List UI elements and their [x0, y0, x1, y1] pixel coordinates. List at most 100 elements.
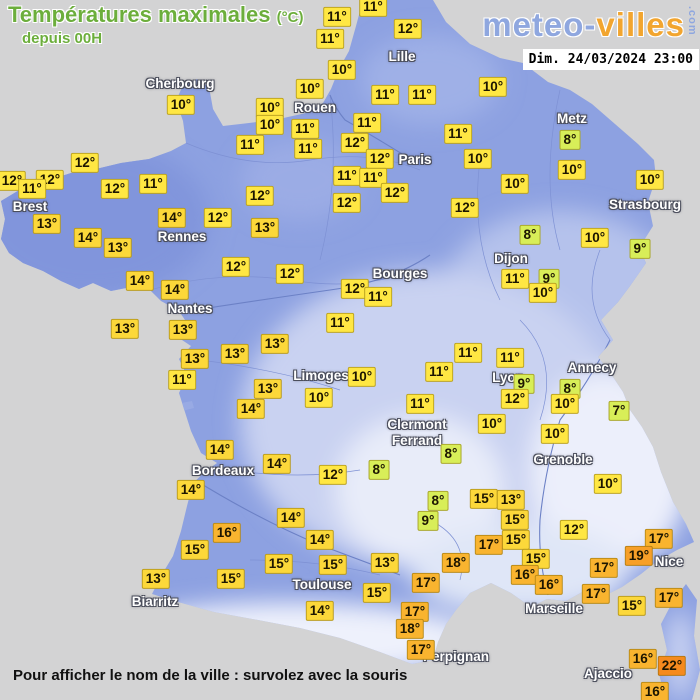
temp-badge[interactable]: 12° [393, 18, 423, 40]
temp-badge[interactable]: 13° [32, 213, 62, 235]
temp-badge[interactable]: 10° [540, 423, 570, 445]
temp-badge[interactable]: 15° [469, 488, 499, 510]
temp-badge[interactable]: 14° [236, 398, 266, 420]
temp-badge[interactable]: 11° [359, 167, 387, 189]
temp-badge[interactable]: 11° [501, 268, 529, 290]
temp-badge[interactable]: 11° [139, 173, 167, 195]
temp-badge[interactable]: 10° [478, 76, 508, 98]
temp-badge[interactable]: 12° [318, 464, 348, 486]
temp-badge[interactable]: 13° [260, 333, 290, 355]
temp-badge[interactable]: 11° [444, 123, 472, 145]
temp-badge[interactable]: 10° [593, 473, 623, 495]
temp-badge[interactable]: 11° [425, 361, 453, 383]
temp-badge[interactable]: 15° [617, 595, 647, 617]
temp-badge[interactable]: 16° [628, 648, 658, 670]
temp-badge[interactable]: 11° [371, 84, 399, 106]
temp-badge[interactable]: 8° [559, 129, 581, 151]
temp-badge[interactable]: 12° [559, 519, 589, 541]
temp-badge[interactable]: 11° [406, 393, 434, 415]
temp-badge[interactable]: 17° [411, 572, 441, 594]
temp-badge[interactable]: 10° [327, 59, 357, 81]
temp-badge[interactable]: 8° [368, 459, 390, 481]
temp-badge[interactable]: 19° [624, 545, 654, 567]
temp-badge[interactable]: 10° [500, 173, 530, 195]
temp-badge[interactable]: 13° [103, 237, 133, 259]
temp-badge[interactable]: 11° [316, 28, 344, 50]
temp-badge[interactable]: 12° [100, 178, 130, 200]
temp-badge[interactable]: 14° [73, 227, 103, 249]
temp-badge[interactable]: 15° [180, 539, 210, 561]
temp-badge[interactable]: 10° [550, 393, 580, 415]
temp-badge[interactable]: 22° [657, 655, 687, 677]
temp-badge[interactable]: 10° [347, 366, 377, 388]
temp-badge[interactable]: 15° [500, 509, 530, 531]
temp-badge[interactable]: 13° [110, 318, 140, 340]
temp-badge[interactable]: 9° [629, 238, 651, 260]
temp-badge[interactable]: 11° [333, 165, 361, 187]
temp-badge[interactable]: 14° [305, 600, 335, 622]
temp-badge[interactable]: 11° [323, 6, 351, 28]
temp-badge[interactable]: 12° [380, 182, 410, 204]
temp-badge[interactable]: 10° [477, 413, 507, 435]
temp-badge[interactable]: 10° [635, 169, 665, 191]
temp-badge[interactable]: 11° [408, 84, 436, 106]
temp-badge[interactable]: 13° [168, 319, 198, 341]
temp-badge[interactable]: 17° [589, 557, 619, 579]
temp-badge[interactable]: 14° [276, 507, 306, 529]
temp-badge[interactable]: 11° [326, 312, 354, 334]
temp-badge[interactable]: 17° [644, 528, 674, 550]
temp-badge[interactable]: 16° [534, 574, 564, 596]
temp-badge[interactable]: 14° [125, 270, 155, 292]
temp-badge[interactable]: 17° [406, 639, 436, 661]
temp-badge[interactable]: 11° [496, 347, 524, 369]
temp-badge[interactable]: 13° [180, 348, 210, 370]
temp-badge[interactable]: 12° [203, 207, 233, 229]
temp-badge[interactable]: 17° [654, 587, 684, 609]
temp-badge[interactable]: 14° [305, 529, 335, 551]
temp-badge[interactable]: 18° [441, 552, 471, 574]
temp-badge[interactable]: 16° [640, 681, 670, 700]
temp-badge[interactable]: 15° [216, 568, 246, 590]
temp-badge[interactable]: 12° [332, 192, 362, 214]
temp-badge[interactable]: 12° [450, 197, 480, 219]
temp-badge[interactable]: 15° [264, 553, 294, 575]
temp-badge[interactable]: 15° [501, 529, 531, 551]
temp-badge[interactable]: 13° [253, 378, 283, 400]
temp-badge[interactable]: 14° [176, 479, 206, 501]
site-logo[interactable]: meteo-villes.com [482, 6, 698, 44]
temp-badge[interactable]: 11° [359, 0, 387, 18]
temp-badge[interactable]: 14° [262, 453, 292, 475]
temp-badge[interactable]: 16° [212, 522, 242, 544]
temp-badge[interactable]: 9° [417, 510, 439, 532]
temp-badge[interactable]: 11° [236, 134, 264, 156]
temp-badge[interactable]: 13° [250, 217, 280, 239]
temp-badge[interactable]: 14° [205, 439, 235, 461]
temp-badge[interactable]: 10° [557, 159, 587, 181]
temp-badge[interactable]: 12° [275, 263, 305, 285]
temp-badge[interactable]: 17° [474, 534, 504, 556]
temp-badge[interactable]: 12° [340, 278, 370, 300]
temp-badge[interactable]: 13° [496, 489, 526, 511]
temp-badge[interactable]: 12° [245, 185, 275, 207]
temp-badge[interactable]: 10° [255, 114, 285, 136]
temp-badge[interactable]: 11° [294, 138, 322, 160]
temp-badge[interactable]: 8° [519, 224, 541, 246]
temp-badge[interactable]: 15° [318, 554, 348, 576]
temp-badge[interactable]: 11° [168, 369, 196, 391]
temp-badge[interactable]: 10° [166, 94, 196, 116]
temp-badge[interactable]: 15° [362, 582, 392, 604]
temp-badge[interactable]: 8° [440, 443, 462, 465]
temp-badge[interactable]: 11° [454, 342, 482, 364]
temp-badge[interactable]: 10° [528, 282, 558, 304]
temp-badge[interactable]: 10° [580, 227, 610, 249]
temp-badge[interactable]: 11° [364, 286, 392, 308]
temp-badge[interactable]: 14° [160, 279, 190, 301]
temp-badge[interactable]: 12° [70, 152, 100, 174]
temp-badge[interactable]: 8° [427, 490, 449, 512]
temp-badge[interactable]: 12° [340, 132, 370, 154]
temp-badge[interactable]: 13° [370, 552, 400, 574]
temp-badge[interactable]: 7° [608, 400, 630, 422]
temp-badge[interactable]: 12° [365, 148, 395, 170]
